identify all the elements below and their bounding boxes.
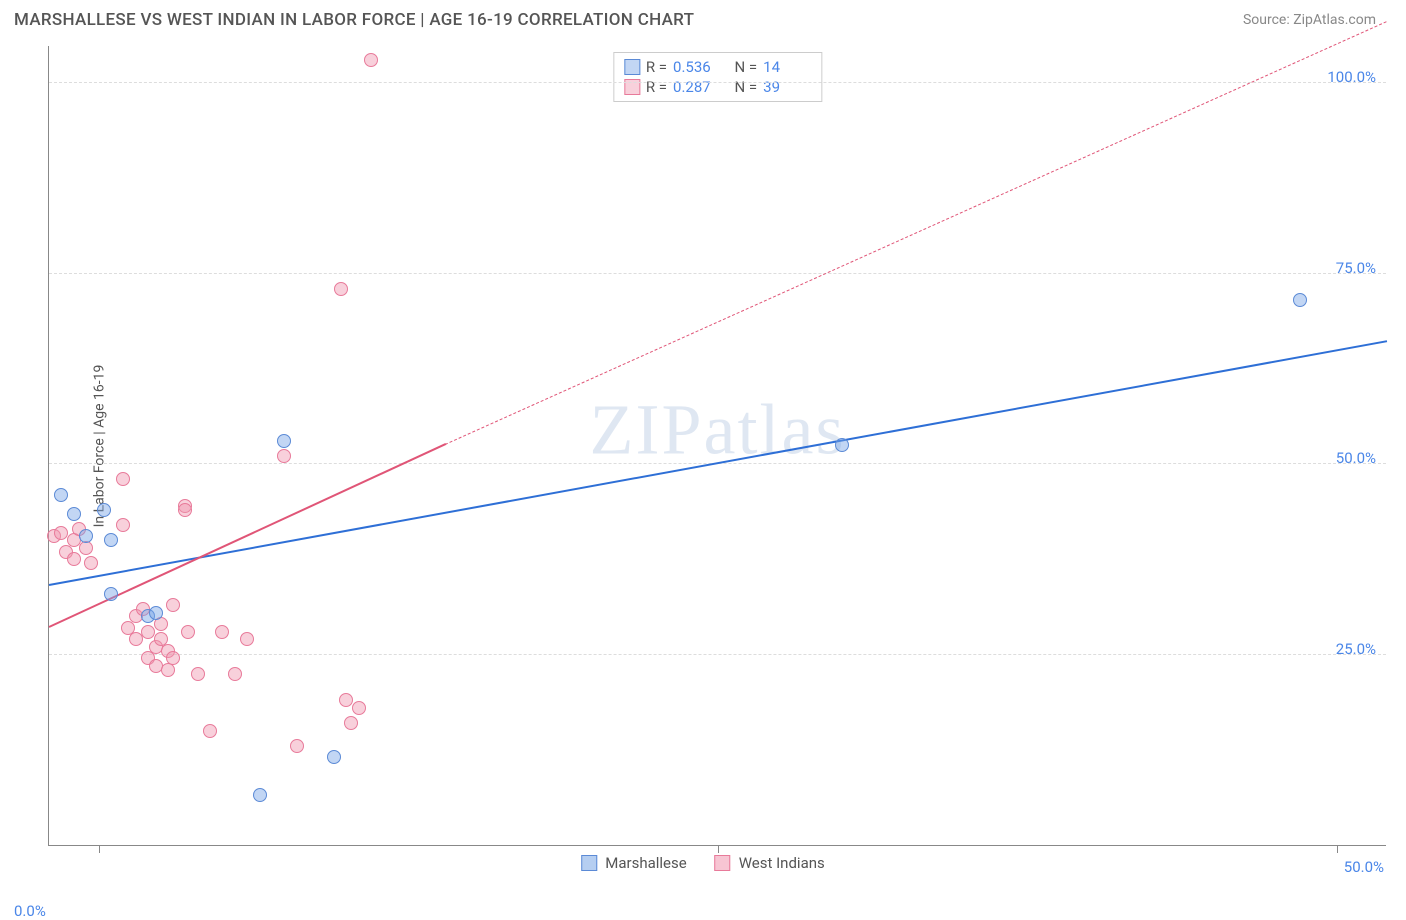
y-tick-label: 50.0% [1336,449,1376,467]
data-point [334,282,348,296]
x-tick [99,845,100,853]
data-point [352,701,366,715]
data-point [277,434,291,448]
legend-r-label: R = [646,78,667,96]
data-point [1293,293,1307,307]
data-point [166,651,180,665]
data-point [277,449,291,463]
data-point [149,606,163,620]
correlation-legend: R = 0.536 N = 14R = 0.287 N = 39 [613,52,822,102]
data-point [67,507,81,521]
legend-swatch [581,855,597,871]
data-point [290,739,304,753]
data-point [84,556,98,570]
data-point [116,472,130,486]
source-credit: Source: ZipAtlas.com [1243,12,1376,28]
legend-r-value: 0.287 [673,78,721,96]
x-tick-label: 0.0% [14,902,46,920]
legend-label: Marshallese [605,854,686,872]
data-point [54,488,68,502]
legend-n-label: N = [727,58,757,76]
data-point [215,625,229,639]
gridline [49,82,1386,83]
legend-swatch [624,59,640,75]
x-tick-label: 50.0% [1344,858,1384,876]
data-point [835,438,849,452]
gridline [49,273,1386,274]
data-point [181,625,195,639]
data-point [240,632,254,646]
data-point [97,503,111,517]
watermark: ZIPatlas [590,388,846,471]
data-point [228,667,242,681]
legend-label: West Indians [739,854,825,872]
data-point [67,552,81,566]
data-point [178,503,192,517]
data-point [191,667,205,681]
scatter-chart: ZIPatlas R = 0.536 N = 14R = 0.287 N = 3… [48,46,1386,846]
data-point [253,788,267,802]
x-tick [1337,845,1338,853]
legend-row: R = 0.536 N = 14 [624,57,811,77]
data-point [344,716,358,730]
data-point [327,750,341,764]
y-tick-label: 75.0% [1336,259,1376,277]
trend-line-extrapolated [445,21,1387,445]
y-tick-label: 100.0% [1327,68,1376,86]
data-point [104,587,118,601]
legend-item: Marshallese [581,854,686,872]
data-point [116,518,130,532]
series-legend: Marshallese West Indians [581,854,825,872]
legend-r-value: 0.536 [673,58,721,76]
legend-row: R = 0.287 N = 39 [624,77,811,97]
legend-n-value: 14 [763,58,811,76]
y-tick-label: 25.0% [1336,640,1376,658]
data-point [129,632,143,646]
data-point [203,724,217,738]
gridline [49,654,1386,655]
data-point [364,53,378,67]
legend-r-label: R = [646,58,667,76]
legend-swatch [715,855,731,871]
legend-n-value: 39 [763,78,811,96]
chart-title: MARSHALLESE VS WEST INDIAN IN LABOR FORC… [14,10,694,30]
data-point [166,598,180,612]
data-point [79,529,93,543]
x-tick [718,845,719,853]
data-point [104,533,118,547]
legend-n-label: N = [727,78,757,96]
legend-item: West Indians [715,854,825,872]
